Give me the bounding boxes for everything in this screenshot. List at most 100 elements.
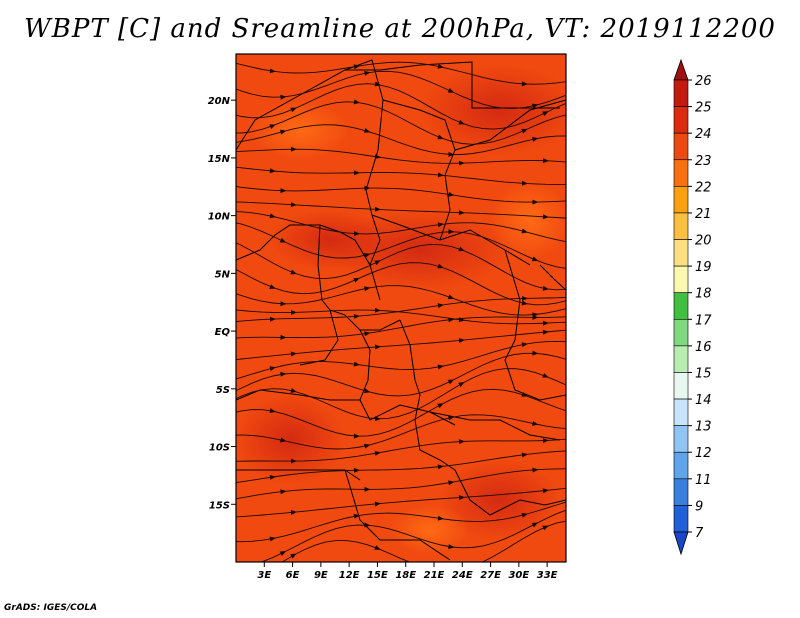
streamline — [236, 211, 566, 243]
x-tick-label: 33E — [537, 570, 558, 581]
colorbar-segment — [673, 398, 689, 426]
colorbar-label: 23 — [695, 154, 712, 169]
streamline — [236, 329, 566, 360]
streamline-arrow — [280, 94, 287, 100]
streamline-arrow — [279, 551, 287, 556]
streamline-arrow — [542, 329, 549, 335]
colorbar-label: 22 — [695, 180, 712, 195]
x-tick-label: 21E — [424, 570, 445, 581]
streamline-arrow — [542, 372, 549, 378]
streamline-arrow — [290, 553, 297, 559]
streamline — [236, 309, 566, 325]
y-tick-label: 5S — [216, 385, 230, 396]
streamline-arrow — [542, 438, 549, 444]
streamline-arrow — [374, 545, 381, 550]
streamline — [236, 242, 566, 291]
colorbar-bottom-arrow — [673, 531, 689, 556]
colorbar-segment — [673, 186, 689, 214]
streamline-arrow — [269, 536, 276, 542]
streamline-arrow — [542, 111, 549, 117]
colorbar-label: 17 — [695, 313, 712, 328]
streamline-arrow — [364, 522, 371, 528]
streamline — [236, 262, 566, 306]
streamline-arrow — [363, 128, 371, 133]
streamline-arrow — [353, 313, 360, 319]
streamline — [236, 70, 566, 109]
x-tick-label: 18E — [395, 570, 416, 581]
streamline-arrow — [531, 103, 539, 109]
streamline-arrow — [290, 202, 297, 208]
streamline-arrow — [447, 294, 455, 300]
country-boundaries — [236, 59, 566, 561]
streamline-arrow — [269, 474, 276, 480]
colorbar-label: 20 — [695, 234, 712, 249]
y-tick-label: 10N — [208, 212, 231, 223]
streamline-arrow — [531, 256, 539, 262]
streamline — [259, 509, 566, 562]
x-tick-label: 12E — [339, 570, 360, 581]
streamline-arrow — [532, 136, 539, 142]
streamline-arrow — [353, 231, 360, 237]
streamline-arrow — [521, 228, 528, 234]
streamline-arrow — [290, 509, 297, 515]
streamline-arrow — [364, 486, 371, 492]
streamline-arrow — [374, 416, 381, 422]
streamline — [236, 124, 566, 155]
colorbar-segment — [673, 159, 689, 187]
grads-credit: GrADS: IGES/COLA — [4, 603, 98, 613]
streamline-arrow — [374, 260, 381, 266]
streamline-arrow — [448, 480, 455, 486]
streamline-arrow — [437, 303, 444, 309]
colorbar-label: 13 — [695, 420, 712, 435]
streamline-arrow — [353, 361, 360, 367]
streamline-arrow — [532, 314, 539, 320]
streamline-arrow — [448, 191, 455, 197]
streamline-arrow — [364, 286, 371, 292]
streamline-arrow — [374, 154, 381, 160]
streamline-arrow — [532, 420, 539, 426]
streamline-arrow — [290, 351, 297, 357]
streamline-arrow — [458, 160, 465, 166]
streamline — [236, 352, 566, 397]
colorbar-segment — [673, 239, 689, 267]
y-tick-label: 15N — [208, 154, 231, 165]
colorbar-label: 16 — [695, 340, 712, 355]
streamline-arrow — [458, 495, 465, 501]
streamline-arrow — [437, 263, 444, 269]
streamline-arrow — [458, 246, 465, 252]
streamline — [236, 201, 566, 219]
colorbar-segment — [673, 318, 689, 347]
x-tick-label: 30E — [508, 570, 529, 581]
streamline-arrow — [437, 134, 444, 140]
streamline-arrow — [353, 64, 360, 70]
streamline-arrow — [521, 342, 528, 348]
colorbar-segment — [673, 505, 689, 533]
colorbar-label: 26 — [695, 74, 712, 89]
streamline-arrow — [447, 379, 455, 385]
streamline — [236, 438, 566, 462]
streamline — [236, 166, 566, 185]
streamline — [281, 520, 566, 562]
streamline-arrow — [353, 170, 360, 176]
streamline-arrow — [269, 284, 276, 289]
streamline — [236, 101, 566, 145]
colorbar-segment — [673, 451, 689, 480]
streamline-arrow — [280, 437, 287, 443]
streamline-arrow — [448, 544, 455, 550]
streamline — [236, 222, 566, 269]
streamline — [236, 316, 566, 339]
colorbar-segment — [673, 132, 689, 161]
streamline-arrow — [269, 124, 276, 130]
streamline-arrow — [290, 269, 297, 275]
colorbar-segment — [673, 292, 689, 320]
colorbar-segment — [673, 79, 689, 107]
y-tick-label: 5N — [215, 269, 231, 280]
streamline-arrow — [269, 408, 276, 414]
streamline — [236, 468, 566, 500]
streamline-arrow — [437, 364, 444, 370]
streamline-arrow — [290, 458, 297, 464]
streamline-arrow — [269, 213, 276, 219]
streamline-arrow — [521, 295, 528, 301]
streamline-arrow — [374, 307, 381, 313]
streamline — [236, 296, 566, 323]
